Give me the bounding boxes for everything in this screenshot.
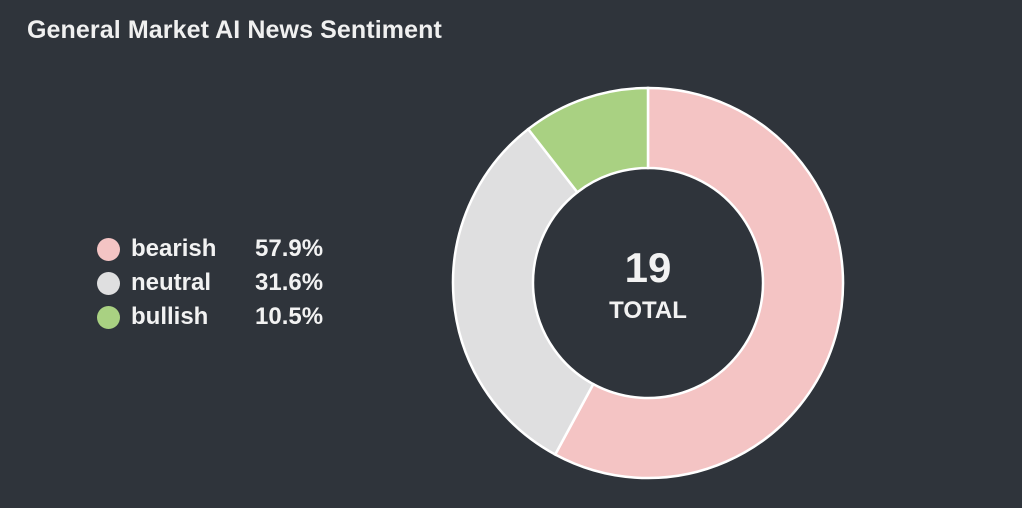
legend-swatch-bearish [97, 237, 120, 261]
legend-label-bearish: bearish [131, 235, 217, 262]
legend-item-bearish[interactable]: bearish 57.9% [97, 232, 345, 266]
center-total-label: TOTAL [609, 297, 687, 324]
donut-slice-bearish[interactable] [553, 86, 845, 480]
legend-value-bearish: 57.9% [255, 235, 324, 262]
legend-swatch-neutral [97, 271, 120, 295]
legend-value-bullish: 10.5% [255, 303, 324, 330]
legend: bearish 57.9% neutral 31.6% bullish 10.5… [97, 232, 345, 334]
legend-label-neutral: neutral [131, 269, 212, 296]
legend-swatch-bullish [97, 305, 120, 329]
legend-item-bullish[interactable]: bullish 10.5% [97, 300, 345, 334]
center-total-value: 19 [625, 244, 672, 291]
donut-slices [451, 86, 845, 480]
donut-slice-bullish[interactable] [526, 86, 650, 195]
legend-label-bullish: bullish [131, 303, 209, 330]
legend-item-neutral[interactable]: neutral 31.6% [97, 266, 345, 300]
legend-value-neutral: 31.6% [255, 269, 324, 296]
chart-title: General Market AI News Sentiment [27, 16, 442, 44]
donut-slice-neutral[interactable] [451, 127, 595, 457]
